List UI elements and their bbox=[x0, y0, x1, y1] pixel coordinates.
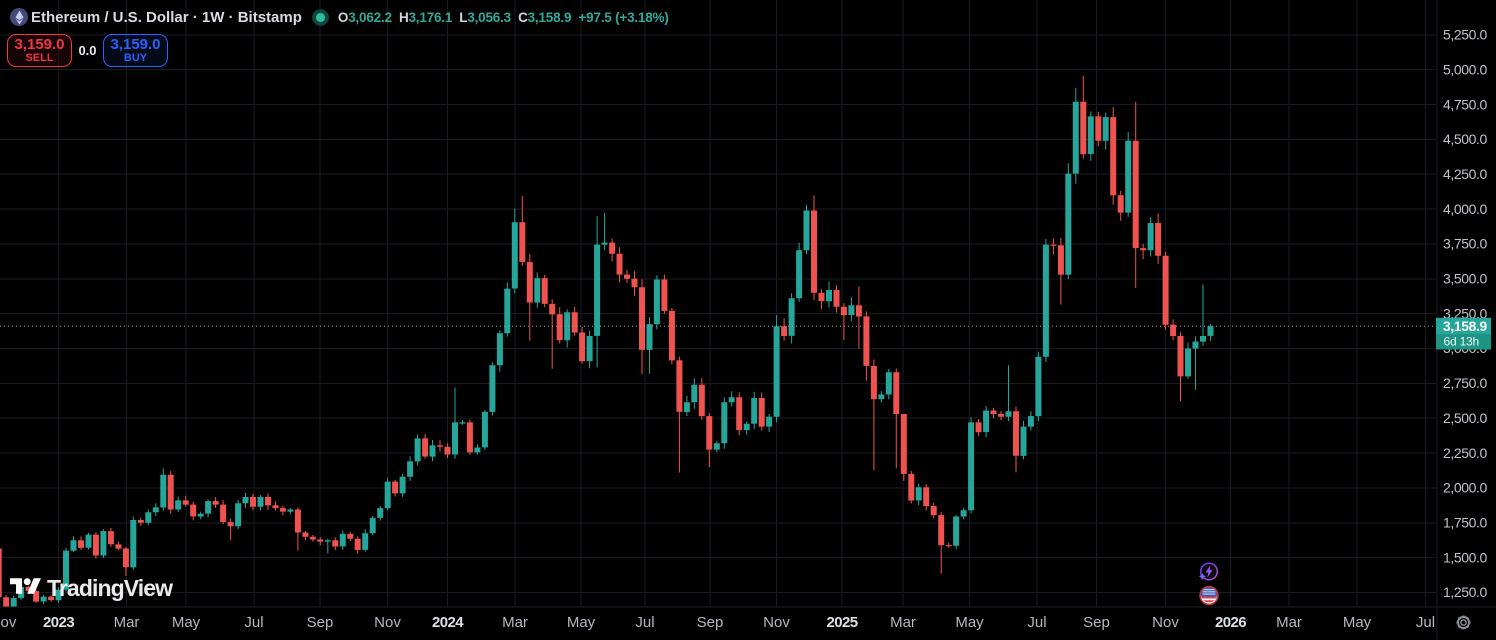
svg-text:Jul: Jul bbox=[1416, 614, 1435, 631]
svg-text:Jul: Jul bbox=[244, 614, 263, 631]
svg-text:3,250.0: 3,250.0 bbox=[1443, 305, 1488, 321]
svg-text:2,750.0: 2,750.0 bbox=[1443, 375, 1488, 391]
svg-text:May: May bbox=[1343, 614, 1372, 631]
svg-text:May: May bbox=[172, 614, 201, 631]
svg-text:Mar: Mar bbox=[1276, 614, 1302, 631]
svg-text:Nov: Nov bbox=[763, 614, 790, 631]
svg-text:1,250.0: 1,250.0 bbox=[1443, 584, 1488, 600]
svg-text:4,000.0: 4,000.0 bbox=[1443, 201, 1488, 217]
svg-text:Jul: Jul bbox=[635, 614, 654, 631]
svg-text:2024: 2024 bbox=[432, 614, 464, 631]
svg-text:4,500.0: 4,500.0 bbox=[1443, 131, 1488, 147]
svg-text:1,750.0: 1,750.0 bbox=[1443, 515, 1488, 531]
svg-text:2026: 2026 bbox=[1215, 614, 1246, 631]
svg-text:2,000.0: 2,000.0 bbox=[1443, 480, 1488, 496]
svg-text:3,158.9: 3,158.9 bbox=[1443, 319, 1488, 334]
svg-text:Mar: Mar bbox=[890, 614, 916, 631]
svg-text:Jul: Jul bbox=[1027, 614, 1046, 631]
svg-text:Sep: Sep bbox=[1083, 614, 1110, 631]
svg-text:Nov: Nov bbox=[1152, 614, 1179, 631]
svg-text:2025: 2025 bbox=[827, 614, 858, 631]
svg-text:Sep: Sep bbox=[307, 614, 334, 631]
svg-text:3,750.0: 3,750.0 bbox=[1443, 236, 1488, 252]
svg-text:4,250.0: 4,250.0 bbox=[1443, 166, 1488, 182]
svg-text:2,500.0: 2,500.0 bbox=[1443, 410, 1488, 426]
svg-text:May: May bbox=[955, 614, 984, 631]
svg-text:Mar: Mar bbox=[502, 614, 528, 631]
svg-text:5,000.0: 5,000.0 bbox=[1443, 61, 1488, 77]
svg-text:5,250.0: 5,250.0 bbox=[1443, 27, 1488, 43]
svg-text:1,500.0: 1,500.0 bbox=[1443, 549, 1488, 565]
svg-text:Nov: Nov bbox=[0, 614, 17, 631]
svg-text:4,750.0: 4,750.0 bbox=[1443, 96, 1488, 112]
svg-text:May: May bbox=[567, 614, 596, 631]
svg-text:Mar: Mar bbox=[114, 614, 140, 631]
svg-text:2,250.0: 2,250.0 bbox=[1443, 445, 1488, 461]
svg-text:3,500.0: 3,500.0 bbox=[1443, 271, 1488, 287]
svg-text:Nov: Nov bbox=[374, 614, 401, 631]
svg-text:2023: 2023 bbox=[43, 614, 74, 631]
svg-text:Sep: Sep bbox=[697, 614, 724, 631]
svg-text:6d 13h: 6d 13h bbox=[1444, 334, 1480, 348]
